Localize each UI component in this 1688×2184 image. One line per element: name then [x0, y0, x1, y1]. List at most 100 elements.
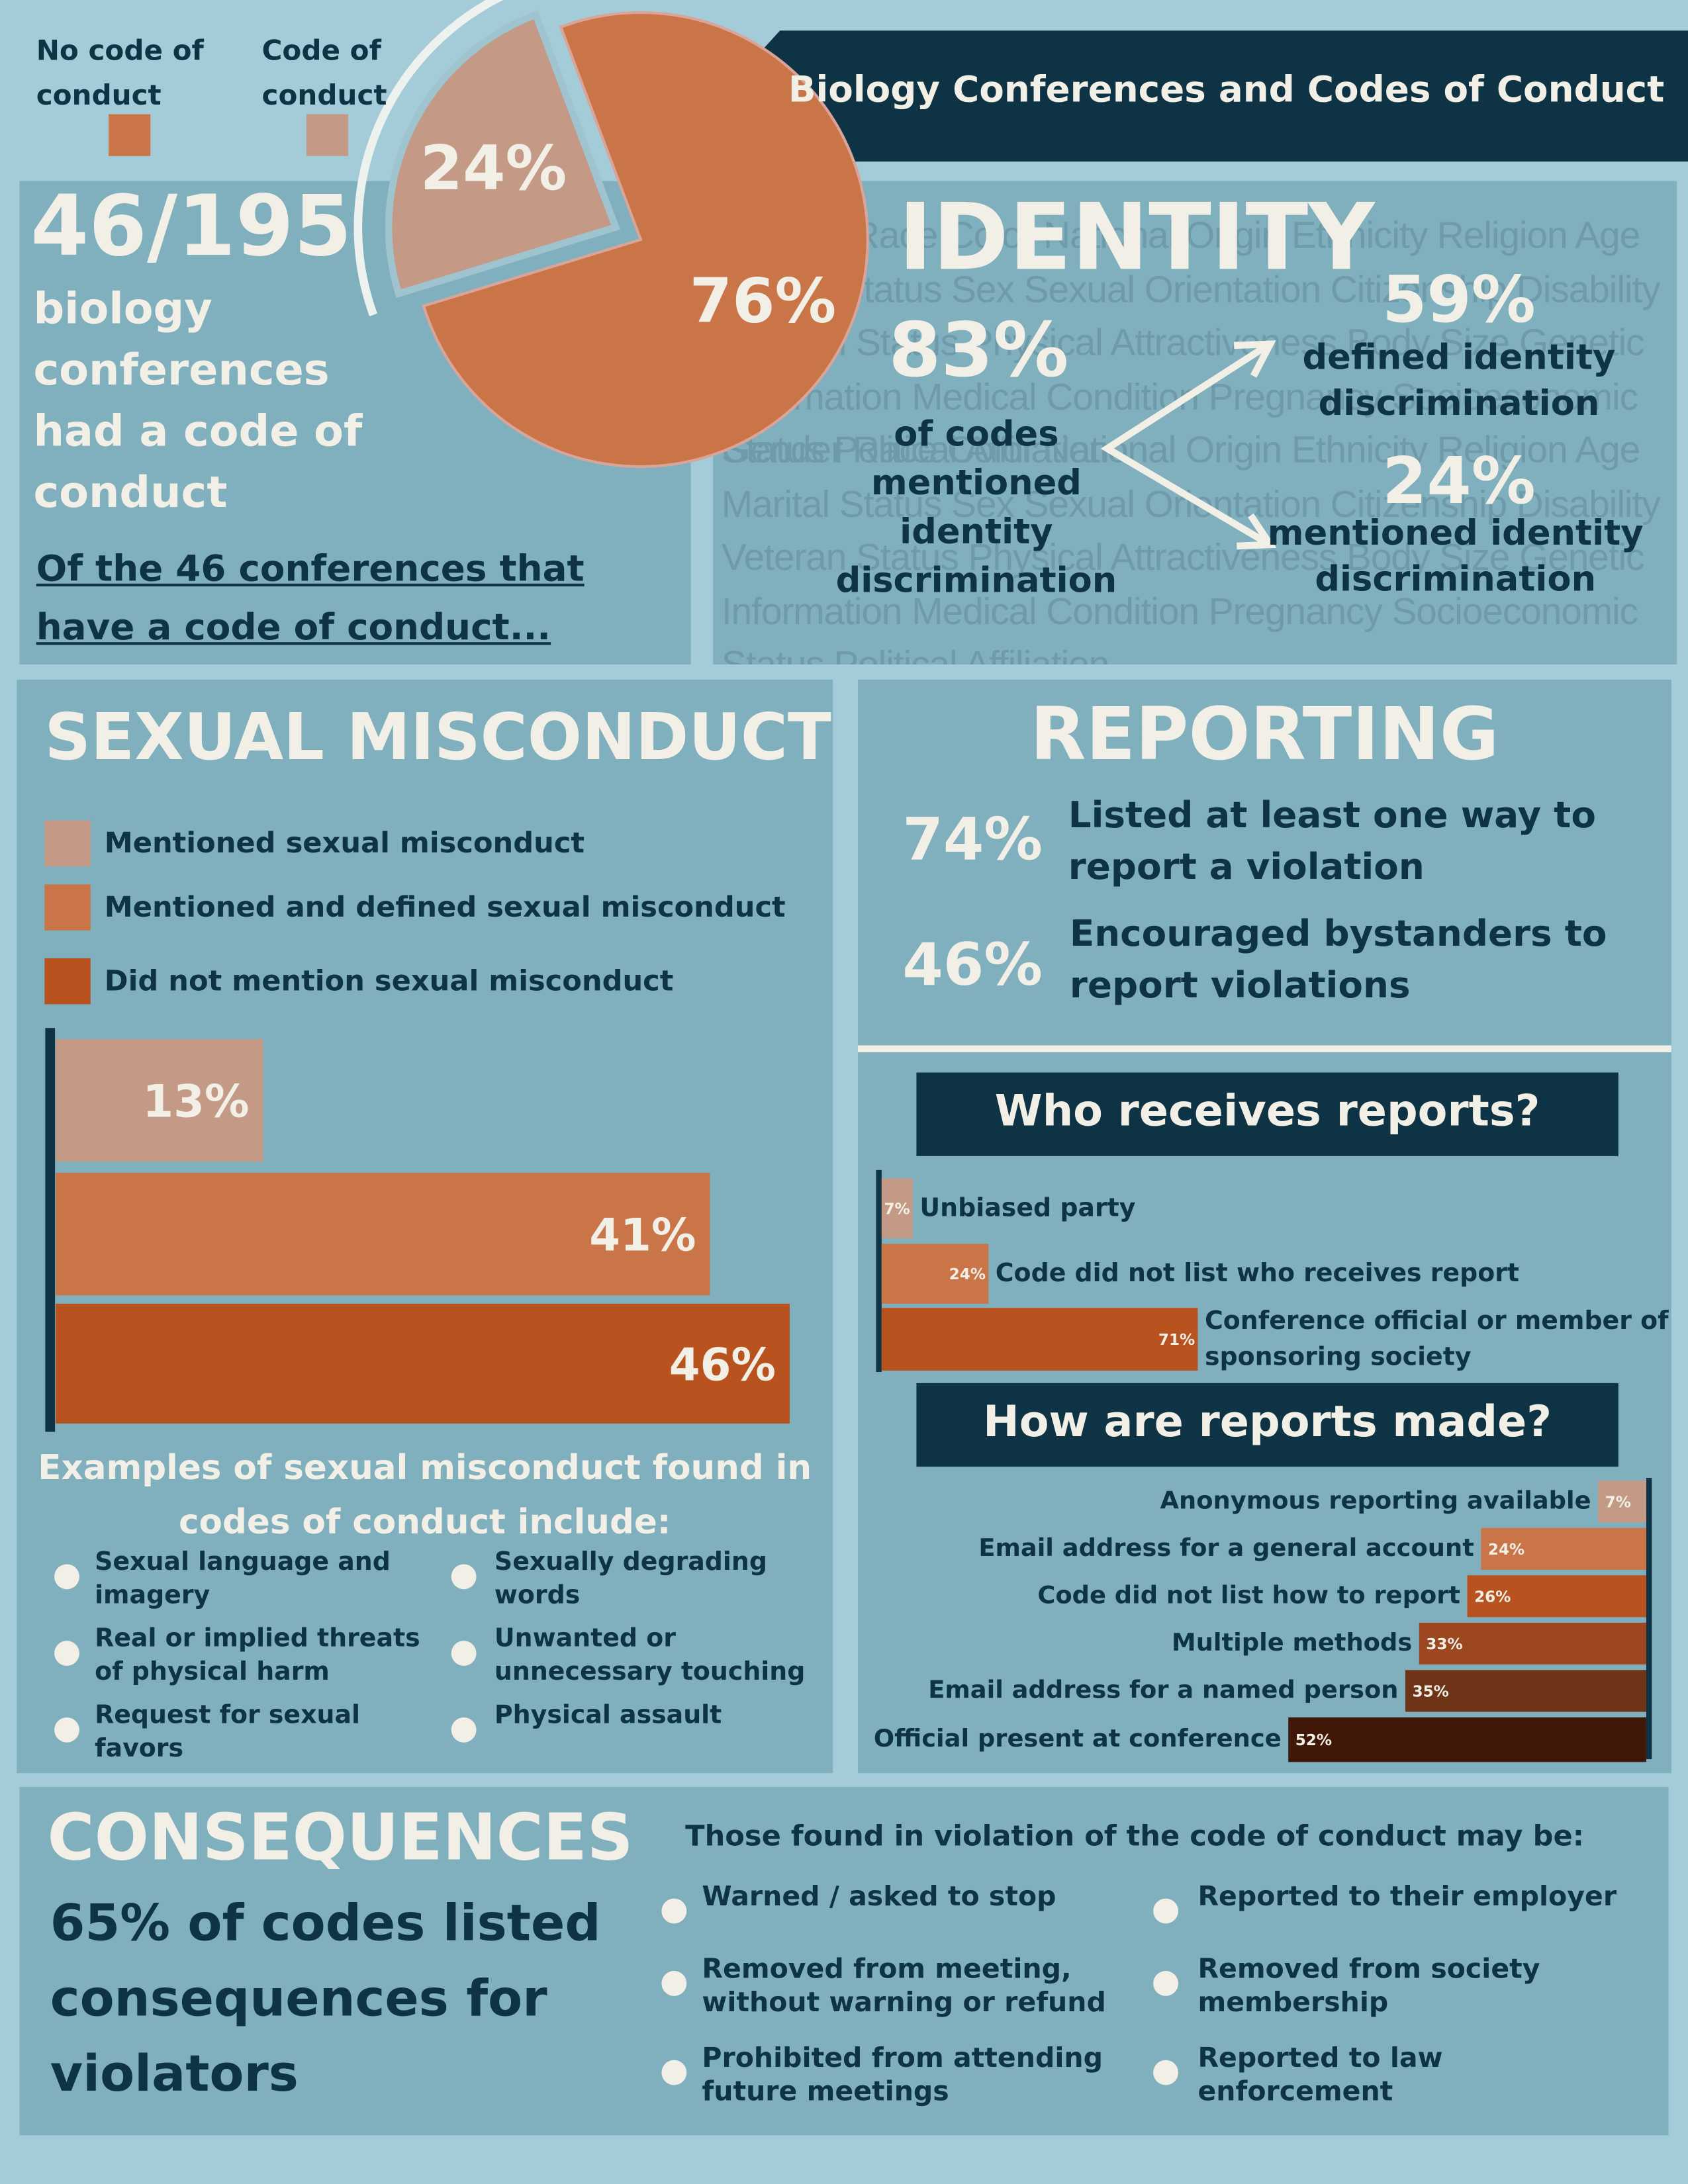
- legend-label: Mentioned and defined sexual misconduct: [104, 889, 786, 924]
- value-label: 7%: [1605, 1494, 1631, 1511]
- bar: [56, 1303, 790, 1424]
- list-item: Reported to law enforcement: [1197, 2042, 1443, 2108]
- bar: [1288, 1717, 1646, 1762]
- section-heading: REPORTING: [1030, 694, 1499, 778]
- list-item: Warned / asked to stop: [702, 1880, 1056, 1913]
- examples-heading: Examples of sexual misconduct found in c…: [38, 1447, 812, 1542]
- identity-total-text: of codes mentioned identity discriminati…: [835, 414, 1117, 601]
- legend-label: No code of conduct: [36, 33, 204, 112]
- category-label: Multiple methods: [1172, 1629, 1413, 1658]
- bullet: [54, 1641, 79, 1666]
- identity-branch-value: 59%: [1382, 261, 1536, 338]
- bullet: [661, 1971, 687, 1996]
- bullet: [54, 1564, 79, 1590]
- bullet: [451, 1641, 477, 1666]
- list-item: Real or implied threats of physical harm: [95, 1623, 420, 1687]
- value-label: 13%: [142, 1076, 249, 1128]
- consequences-intro: Those found in violation of the code of …: [685, 1819, 1584, 1853]
- value-label: 41%: [589, 1210, 696, 1261]
- pie-highlight-arc: [353, 0, 504, 316]
- value-label: 52%: [1295, 1732, 1332, 1749]
- report-text: Listed at least one way to report a viol…: [1068, 795, 1596, 889]
- legend-swatch: [109, 114, 151, 156]
- category-label: Unbiased party: [919, 1193, 1136, 1222]
- report-value: 46%: [902, 930, 1043, 999]
- legend-swatch: [44, 958, 91, 1005]
- main-title: Biology Conferences and Codes of Conduct: [788, 69, 1665, 112]
- identity-branch-text: defined identity discrimination: [1302, 337, 1616, 424]
- title-box: [916, 1383, 1618, 1467]
- list-item: Sexually degrading words: [494, 1547, 767, 1610]
- bar: [1598, 1480, 1646, 1523]
- identity-terms: Gender Race Color National Origin Ethnic…: [721, 214, 1661, 471]
- value-label: 24%: [949, 1266, 986, 1283]
- legend-label: Mentioned sexual misconduct: [104, 826, 585, 860]
- bullet: [1153, 1898, 1178, 1924]
- legend-swatch: [44, 884, 91, 931]
- bar: [1419, 1622, 1646, 1664]
- identity-branch-text: mentioned identity discrimination: [1267, 512, 1644, 599]
- list-item: Removed from society membership: [1197, 1952, 1540, 2019]
- pie-slice: [422, 11, 869, 469]
- bullet: [1153, 1971, 1178, 1996]
- list-item: Sexual language and imagery: [95, 1547, 391, 1610]
- category-label: Official present at conference: [873, 1725, 1282, 1754]
- section-heading: CONSEQUENCES: [47, 1799, 633, 1875]
- identity-heading: IDENTITY: [898, 183, 1375, 291]
- bar: [1481, 1527, 1646, 1570]
- value-label: 35%: [1412, 1684, 1448, 1701]
- legend-label: Code of conduct: [261, 33, 387, 112]
- consequences-summary: 65% of codes listed consequences for vio…: [50, 1895, 601, 2103]
- identity-panel: Gender Race Color National Origin Ethnic…: [713, 181, 1677, 664]
- pie-label: 24%: [420, 132, 567, 204]
- chart-title: Who receives reports?: [994, 1086, 1540, 1137]
- bullet: [661, 2060, 687, 2085]
- identity-branch-value: 24%: [1382, 443, 1536, 518]
- bar: [56, 1173, 710, 1296]
- consequences-panel: [19, 1787, 1669, 2136]
- legend-label: Did not mention sexual misconduct: [104, 964, 674, 997]
- list-item: Prohibited from attending future meeting…: [702, 2042, 1103, 2108]
- bar: [1405, 1670, 1646, 1712]
- legend-swatch: [44, 820, 91, 867]
- value-label: 26%: [1474, 1588, 1511, 1606]
- category-label: Code did not list how to report: [1037, 1582, 1461, 1610]
- value-label: 33%: [1426, 1636, 1462, 1653]
- identity-total-value: 83%: [888, 306, 1069, 394]
- value-label: 7%: [884, 1201, 910, 1218]
- value-label: 71%: [1158, 1332, 1195, 1349]
- value-label: 24%: [1488, 1541, 1524, 1559]
- list-item: Unwanted or unnecessary touching: [494, 1623, 806, 1687]
- list-item: Request for sexual favors: [95, 1700, 361, 1764]
- category-label: Conference official or member of sponsor…: [1204, 1306, 1669, 1371]
- section-heading: SEXUAL MISCONDUCT: [44, 699, 831, 775]
- intro-lead: Of the 46 conferences that have a code o…: [36, 549, 585, 649]
- bar: [881, 1178, 913, 1238]
- bar: [56, 1039, 263, 1162]
- bar: [881, 1244, 989, 1304]
- legend-swatch: [306, 114, 348, 156]
- category-label: Anonymous reporting available: [1160, 1487, 1591, 1516]
- bullet: [451, 1717, 477, 1743]
- bullet: [661, 1898, 687, 1924]
- title-banner: [721, 30, 1688, 162]
- bullet: [451, 1564, 477, 1590]
- bar: [1467, 1575, 1646, 1617]
- category-label: Email address for a general account: [978, 1535, 1474, 1563]
- fraction: 46/195: [30, 178, 352, 276]
- pie-label: 76%: [690, 265, 837, 337]
- value-label: 46%: [669, 1339, 776, 1390]
- identity-terms: Gender Race Color National Origin Ethnic…: [721, 429, 1661, 664]
- report-text: Encouraged bystanders to report violatio…: [1069, 913, 1607, 1007]
- list-item: Physical assault: [494, 1700, 722, 1730]
- title-box: [916, 1072, 1618, 1156]
- pie-slice: [385, 10, 620, 298]
- identity-arrows: [1100, 340, 1277, 550]
- category-label: Code did not list who receives report: [995, 1258, 1520, 1288]
- bar: [881, 1308, 1198, 1371]
- report-value: 74%: [902, 805, 1043, 874]
- chart-title: How are reports made?: [983, 1396, 1552, 1447]
- intro-text: biology conferences had a code of conduc…: [33, 284, 363, 518]
- bullet: [1153, 2060, 1178, 2085]
